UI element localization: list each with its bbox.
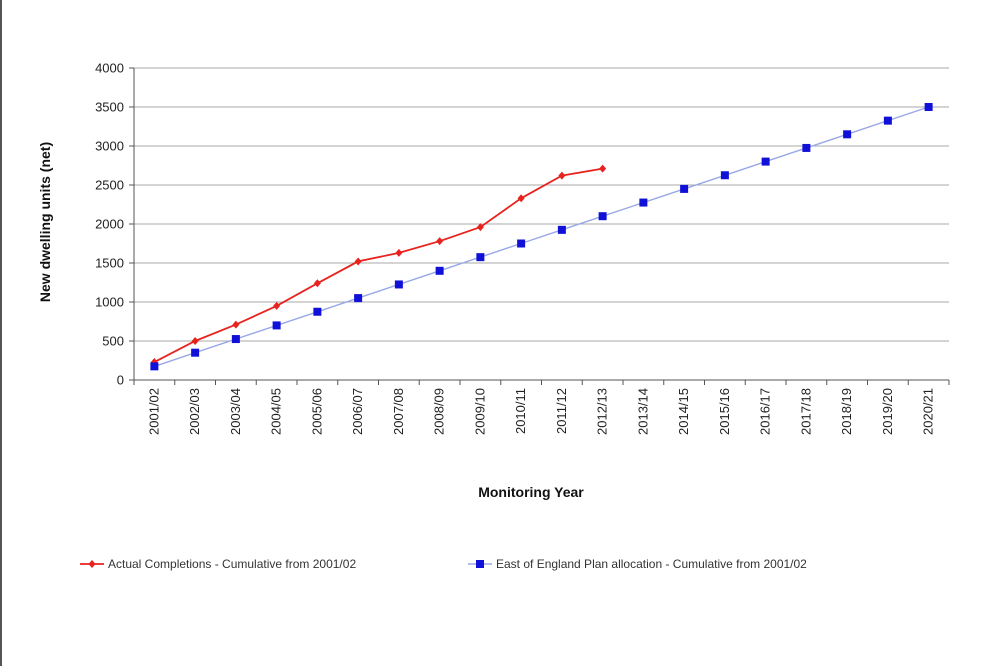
series-1-point-6: [394, 280, 403, 289]
series-1-point-16: [802, 143, 811, 152]
x-tick-label-2008/09: 2008/09: [432, 388, 447, 435]
y-axis-title: New dwelling units (net): [37, 142, 53, 302]
y-tick-label-4000: 4000: [95, 61, 124, 76]
legend-marker-1: [476, 560, 484, 568]
series-line-0: [153, 167, 603, 363]
x-tick-label-2004/05: 2004/05: [269, 388, 284, 435]
x-tick-label-2005/06: 2005/06: [309, 388, 324, 435]
x-tick-label-2016/17: 2016/17: [758, 388, 773, 435]
series-0-point-1: [191, 337, 199, 345]
series-1-point-0: [150, 362, 159, 371]
x-tick-label-2007/08: 2007/08: [391, 388, 406, 435]
x-tick-label-2002/03: 2002/03: [187, 388, 202, 435]
series-1-point-17: [843, 130, 852, 139]
series-0-point-9: [517, 194, 525, 203]
series-1-point-15: [761, 157, 770, 166]
x-tick-label-2017/18: 2017/18: [798, 388, 813, 435]
series-0-point-10: [558, 171, 566, 180]
series-1-point-4: [313, 307, 322, 316]
series-1-point-9: [517, 239, 526, 248]
series-0-point-5: [354, 257, 362, 266]
series-1-point-5: [354, 294, 363, 303]
y-tick-labels: 0 500 1000 1500 2000 2500 3000 3500 4000: [95, 61, 124, 388]
series-layer: [150, 103, 933, 371]
y-tick-label-1000: 1000: [95, 295, 124, 310]
series-0-point-3: [273, 301, 281, 310]
y-tick-label-500: 500: [102, 334, 124, 349]
y-tick-label-3000: 3000: [95, 139, 124, 154]
axes: [129, 67, 950, 385]
y-tick-label-3500: 3500: [95, 100, 124, 115]
x-tick-labels: 2001/02 2002/03 2003/04 2004/05 2005/06 2006/…: [146, 388, 935, 435]
x-tick-label-2006/07: 2006/07: [350, 388, 365, 435]
series-1-point-8: [476, 253, 485, 262]
series-0-point-11: [599, 164, 607, 173]
x-tick-label-2010/11: 2010/11: [513, 388, 528, 434]
series-1-point-1: [191, 348, 200, 357]
y-tick-label-0: 0: [117, 373, 124, 388]
series-1-point-14: [720, 171, 729, 180]
legend-label-0: Actual Completions - Cumulative from 200…: [108, 557, 356, 571]
y-tick-label-2500: 2500: [95, 178, 124, 193]
series-1-point-18: [883, 116, 892, 125]
series-0-point-7: [436, 237, 444, 246]
legend: Actual Completions - Cumulative from 200…: [80, 557, 807, 571]
x-tick-label-2018/19: 2018/19: [839, 388, 854, 435]
x-tick-label-2019/20: 2019/20: [880, 388, 895, 435]
series-0-point-6: [395, 248, 403, 257]
x-axis-title: Monitoring Year: [478, 484, 584, 500]
series-1-point-12: [639, 198, 648, 207]
y-tick-label-1500: 1500: [95, 256, 124, 271]
series-1-point-11: [598, 212, 607, 221]
y-tick-label-2000: 2000: [95, 217, 124, 232]
x-tick-label-2015/16: 2015/16: [717, 388, 732, 435]
x-tick-label-2013/14: 2013/14: [635, 388, 650, 435]
series-line-1: [154, 106, 929, 368]
series-1-point-19: [924, 103, 933, 111]
series-0-point-2: [232, 320, 240, 329]
gridlines: [134, 67, 949, 342]
series-1-point-13: [680, 184, 689, 193]
series-0-point-8: [476, 223, 484, 232]
x-tick-label-2012/13: 2012/13: [595, 388, 610, 435]
x-tick-label-2020/21: 2020/21: [921, 388, 936, 435]
x-tick-label-2001/02: 2001/02: [146, 388, 161, 435]
series-1-point-10: [557, 225, 566, 234]
legend-marker-0: [88, 560, 96, 568]
x-tick-label-2014/15: 2014/15: [676, 388, 691, 435]
series-1-point-7: [435, 266, 444, 275]
series-0-point-4: [313, 279, 321, 288]
x-tick-label-2011/12: 2011/12: [554, 388, 569, 434]
frame-border-line: [0, 0, 2, 666]
x-tick-label-2003/04: 2003/04: [228, 388, 243, 435]
legend-label-1: East of England Plan allocation - Cumula…: [496, 557, 807, 571]
series-1-point-3: [272, 321, 281, 330]
x-tick-label-2009/10: 2009/10: [472, 388, 487, 435]
series-1-point-2: [231, 335, 240, 344]
